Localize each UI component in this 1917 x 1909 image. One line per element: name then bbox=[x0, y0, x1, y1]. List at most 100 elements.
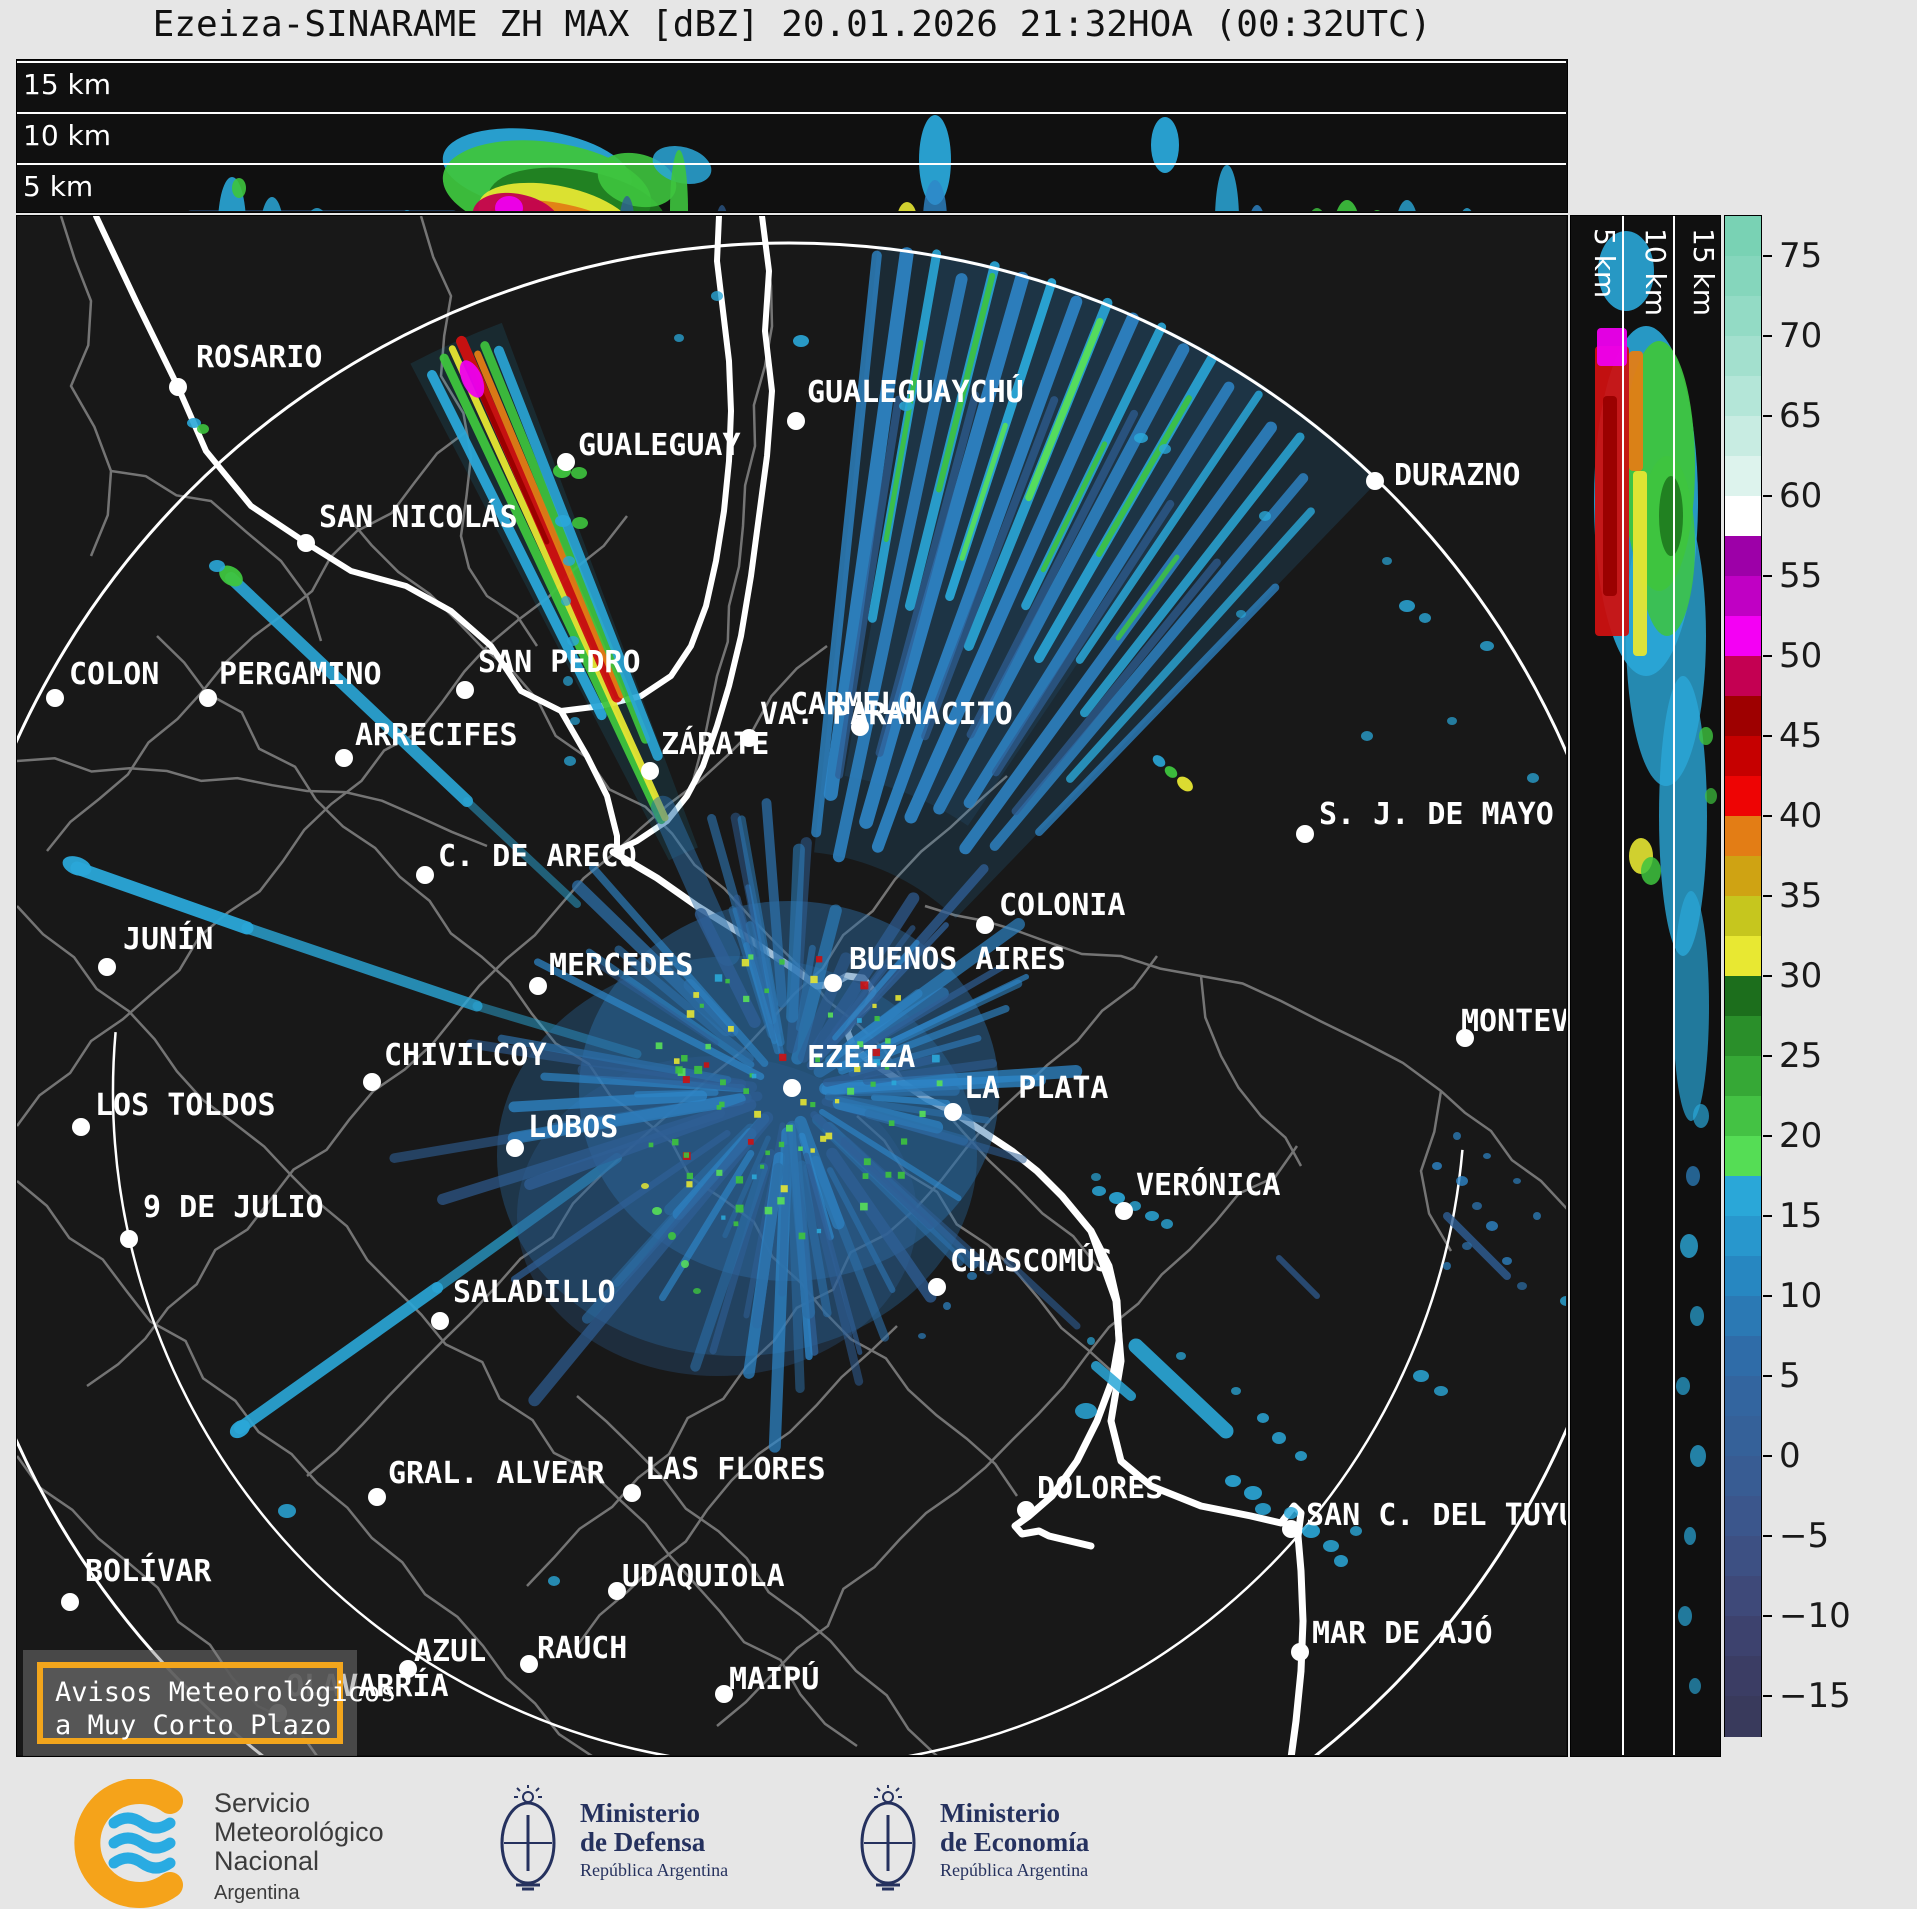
colorbar-segment bbox=[1725, 1376, 1761, 1417]
city-layer: ROSARIO GUALEGUAYCHÚ GUALEGUAY SAN NICOLÁS S… bbox=[46, 340, 1566, 1722]
colorbar-tick-label: −10 bbox=[1779, 1596, 1851, 1636]
city-dot bbox=[120, 1230, 138, 1248]
colorbar-tick bbox=[1763, 1695, 1772, 1697]
colorbar-tick-label: 0 bbox=[1779, 1436, 1801, 1476]
colorbar-segment bbox=[1725, 856, 1761, 897]
city-label: BUENOS AIRES bbox=[849, 942, 1066, 977]
city-label: GRAL. ALVEAR bbox=[388, 1456, 606, 1491]
colorbar-tick-label: 20 bbox=[1779, 1116, 1823, 1156]
city-dot bbox=[1282, 1520, 1300, 1538]
height-label: 15 km bbox=[1687, 228, 1719, 316]
city-label: MAR DE AJÓ bbox=[1312, 1614, 1493, 1651]
colorbar-tick bbox=[1763, 1215, 1772, 1217]
colorbar-segment bbox=[1725, 336, 1761, 377]
colorbar-tick-label: 55 bbox=[1779, 556, 1823, 596]
warning-box: Avisos Meteorológicos a Muy Corto Plazo bbox=[37, 1662, 396, 1744]
colorbar-tick-label: 70 bbox=[1779, 316, 1823, 356]
city-label: SAN NICOLÁS bbox=[319, 499, 518, 535]
city-label: PERGAMINO bbox=[219, 657, 382, 692]
city-label: ZÁRATE bbox=[661, 726, 769, 762]
city-dot bbox=[169, 378, 187, 396]
city-label: 9 DE JULIO bbox=[143, 1190, 324, 1225]
city-dot bbox=[608, 1582, 626, 1600]
colorbar-segment bbox=[1725, 296, 1761, 337]
city-label: GUALEGUAYCHÚ bbox=[807, 373, 1024, 410]
colorbar-tick bbox=[1763, 495, 1772, 497]
height-label: 15 km bbox=[23, 68, 111, 101]
coat-of-arms-icon bbox=[860, 1785, 916, 1891]
city-label: LOBOS bbox=[528, 1110, 618, 1145]
footer: Servicio Meteorológico Nacional Argentin… bbox=[0, 1757, 1917, 1909]
city-dot bbox=[851, 718, 869, 736]
city-label: MONTEVIDEO bbox=[1461, 1004, 1566, 1039]
city-label: C. DE ARECO bbox=[438, 839, 637, 874]
city-label: CHASCOMÚS bbox=[950, 1242, 1113, 1279]
colorbar-tick-label: 10 bbox=[1779, 1276, 1823, 1316]
top-cross-section-canvas: 15 km 10 km 5 km bbox=[17, 61, 1566, 211]
inner-range-ring bbox=[111, 1031, 1464, 1755]
radar-map: ROSARIO GUALEGUAYCHÚ GUALEGUAY SAN NICOLÁS S… bbox=[16, 215, 1568, 1757]
colorbar-tick-label: 40 bbox=[1779, 796, 1823, 836]
city-label: DURAZNO bbox=[1394, 458, 1520, 493]
colorbar-tick-label: 75 bbox=[1779, 236, 1823, 276]
smn-logo-icon bbox=[74, 1779, 183, 1908]
colorbar-segment bbox=[1725, 1336, 1761, 1377]
colorbar-tick bbox=[1763, 975, 1772, 977]
city-dot bbox=[944, 1103, 962, 1121]
city-dot bbox=[740, 729, 758, 747]
city-dot bbox=[783, 1079, 801, 1097]
warning-line-2: a Muy Corto Plazo bbox=[55, 1710, 332, 1741]
city-label: VA. PARANACITO bbox=[760, 697, 1013, 732]
city-label: JUNÍN bbox=[123, 921, 213, 957]
city-label: ROSARIO bbox=[196, 340, 322, 375]
vertical-cross-section-top: 15 km 10 km 5 km bbox=[16, 59, 1568, 213]
city-dot bbox=[61, 1593, 79, 1611]
height-label: 5 km bbox=[1588, 228, 1621, 298]
colorbar-segment bbox=[1725, 1696, 1761, 1737]
city-dot bbox=[928, 1278, 946, 1296]
city-dot bbox=[557, 453, 575, 471]
colorbar-tick-label: 30 bbox=[1779, 956, 1823, 996]
radar-echoes bbox=[62, 245, 1566, 1586]
colorbar-tick-label: 25 bbox=[1779, 1036, 1823, 1076]
outer-range-ring bbox=[17, 241, 1566, 1755]
city-dot bbox=[976, 916, 994, 934]
height-label: 5 km bbox=[23, 170, 93, 203]
colorbar-segment bbox=[1725, 976, 1761, 1017]
colorbar-segment bbox=[1725, 736, 1761, 777]
city-dot bbox=[72, 1118, 90, 1136]
colorbar-segment bbox=[1725, 1496, 1761, 1537]
height-label: 10 km bbox=[23, 119, 111, 152]
smn-country: Argentina bbox=[214, 1882, 300, 1904]
city-label: COLON bbox=[69, 657, 159, 692]
colorbar-segment bbox=[1725, 576, 1761, 617]
colorbar-segment bbox=[1725, 1416, 1761, 1457]
right-cross-section-canvas: 5 km 10 km 15 km bbox=[1588, 216, 1719, 1755]
colorbar-segment bbox=[1725, 896, 1761, 937]
colorbar-segment bbox=[1725, 696, 1761, 737]
economia-sub: República Argentina bbox=[940, 1860, 1089, 1880]
smn-logo-block: Servicio Meteorológico Nacional Argentin… bbox=[52, 1757, 472, 1909]
colorbar-segment bbox=[1725, 616, 1761, 657]
city-dot bbox=[506, 1139, 524, 1157]
city-label: ARRECIFES bbox=[355, 718, 518, 753]
city-label: LA PLATA bbox=[964, 1071, 1109, 1106]
colorbar-segment bbox=[1725, 456, 1761, 497]
colorbar-tick-label: 50 bbox=[1779, 636, 1823, 676]
colorbar-segment bbox=[1725, 1176, 1761, 1217]
colorbar-tick bbox=[1763, 575, 1772, 577]
colorbar-tick-label: 60 bbox=[1779, 476, 1823, 516]
city-dot bbox=[431, 1312, 449, 1330]
colorbar-segment bbox=[1725, 1256, 1761, 1297]
colorbar-segment bbox=[1725, 1136, 1761, 1177]
city-label: SAN PEDRO bbox=[478, 645, 641, 680]
defensa-l2: de Defensa bbox=[580, 1827, 706, 1857]
city-dot bbox=[1456, 1029, 1474, 1047]
city-dot bbox=[623, 1484, 641, 1502]
colorbar-segment bbox=[1725, 536, 1761, 577]
colorbar-segment bbox=[1725, 1016, 1761, 1057]
colorbar-tick-label: −15 bbox=[1779, 1676, 1851, 1716]
colorbar-segment bbox=[1725, 256, 1761, 297]
coat-of-arms-icon bbox=[500, 1785, 556, 1891]
city-dot bbox=[641, 762, 659, 780]
